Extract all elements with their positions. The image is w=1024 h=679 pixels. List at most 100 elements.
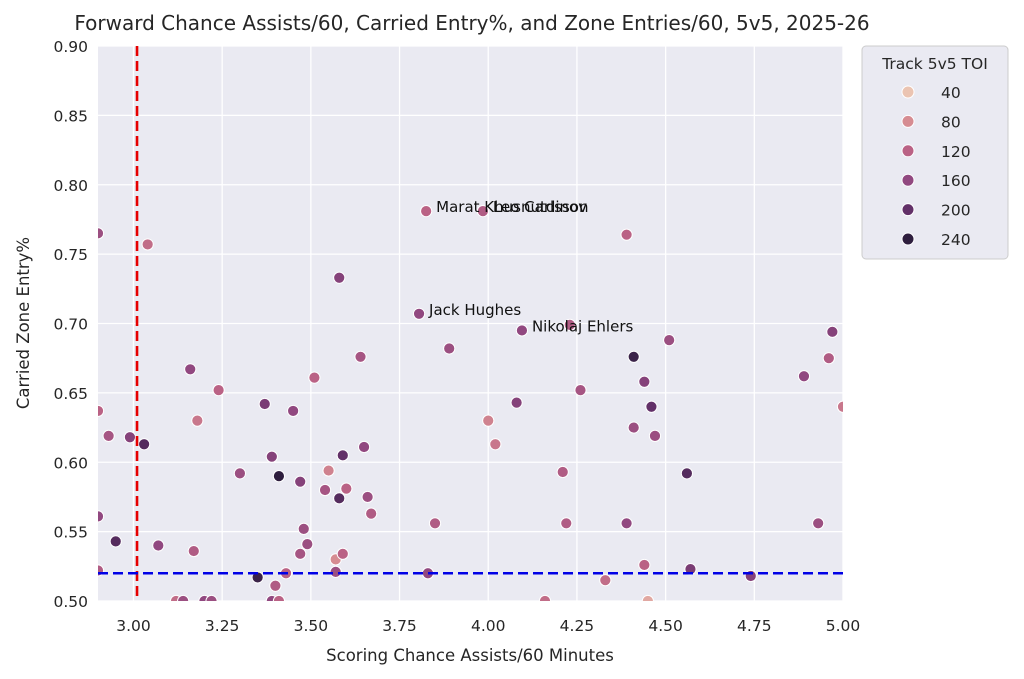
scatter-point [620, 517, 633, 530]
player-annotation: Marat Khusnutdinov [436, 198, 587, 216]
scatter-point [826, 325, 839, 338]
scatter-point [357, 440, 371, 454]
scatter-point [489, 438, 502, 451]
scatter-point [538, 594, 552, 601]
x-tick-label: 4.00 [471, 617, 506, 635]
x-tick-label: 4.50 [648, 617, 683, 635]
scatter-point [627, 350, 640, 363]
y-tick-label: 0.50 [53, 593, 88, 611]
scatter-point [269, 579, 282, 592]
player-annotation: Leo Carlsson [493, 198, 589, 216]
scatter-point [684, 562, 697, 576]
scatter-point [515, 324, 529, 337]
scatter-point [294, 547, 307, 560]
scatter-point [98, 404, 105, 418]
scatter-point [336, 547, 349, 560]
y-tick-label: 0.60 [53, 454, 88, 472]
scatter-point [428, 517, 442, 530]
legend-label: 120 [941, 143, 971, 161]
scatter-point [340, 482, 353, 495]
scatter-point [663, 334, 676, 347]
x-tick-label: 3.00 [116, 617, 151, 635]
scatter-point [205, 594, 218, 601]
reference-lines [98, 46, 843, 601]
scatter-point [354, 350, 367, 363]
scatter-point [574, 384, 587, 397]
legend-box [861, 45, 1009, 260]
scatter-point [333, 492, 346, 505]
scatter-point [510, 396, 523, 409]
scatter-point [638, 375, 651, 388]
y-axis-label: Carried Zone Entry% [14, 237, 33, 409]
legend-label: 160 [941, 172, 971, 190]
scatter-point [560, 517, 573, 530]
x-tick-label: 3.50 [294, 617, 329, 635]
scatter-point [258, 397, 271, 411]
scatter-point [98, 510, 105, 523]
scatter-point [187, 544, 200, 558]
scatter-point [648, 429, 662, 442]
chart-title: Forward Chance Assists/60, Carried Entry… [74, 11, 869, 35]
legend-entries: 40 80 120 160 200 240 [901, 84, 971, 249]
scatter-point [482, 414, 495, 427]
scatter-point [812, 517, 825, 530]
x-tick-label: 4.25 [560, 617, 595, 635]
scatter-point [361, 490, 374, 504]
y-tick-label: 0.55 [53, 524, 88, 542]
scatter-point [272, 470, 286, 483]
scatter-point [301, 538, 314, 551]
scatter-point [109, 535, 122, 548]
scatter-point [638, 558, 651, 572]
legend-label: 40 [941, 84, 961, 102]
scatter-point [365, 507, 378, 520]
x-tick-label: 5.00 [826, 617, 861, 635]
scatter-point [251, 571, 264, 584]
legend-marker [901, 203, 915, 217]
scatter-point [191, 414, 204, 427]
y-axis-ticks: 0.50 0.55 0.60 0.65 0.70 0.75 0.80 0.85 0.90 [53, 38, 88, 611]
data-points [98, 205, 843, 601]
scatter-point [627, 421, 640, 434]
scatter-point [138, 438, 151, 451]
legend-marker [901, 144, 915, 158]
x-tick-label: 4.75 [737, 617, 772, 635]
scatter-point [420, 205, 433, 218]
scatter-point [297, 522, 310, 535]
scatter-point [641, 594, 654, 601]
y-tick-label: 0.65 [53, 385, 88, 403]
scatter-point [265, 450, 278, 463]
scatter-point [599, 574, 612, 587]
scatter-point [443, 342, 456, 355]
scatter-point [836, 400, 843, 413]
y-tick-label: 0.70 [53, 316, 88, 334]
scatter-point [476, 205, 490, 218]
y-tick-label: 0.80 [53, 177, 88, 195]
scatter-point [556, 465, 569, 479]
player-annotation: Nikolaj Ehlers [532, 317, 634, 335]
scatter-point [123, 431, 137, 444]
scatter-point [212, 384, 225, 397]
legend-title: Track 5v5 TOI [881, 55, 988, 73]
legend-label: 80 [941, 113, 961, 131]
scatter-point [822, 352, 835, 365]
scatter-point [336, 449, 349, 462]
player-annotation: Jack Hughes [428, 301, 521, 319]
scatter-point [102, 429, 115, 442]
x-axis-ticks: 3.00 3.25 3.50 3.75 4.00 4.25 4.50 4.75 5.00 [116, 617, 860, 635]
scatter-point [233, 467, 247, 480]
legend-marker [901, 85, 915, 99]
x-tick-label: 3.75 [382, 617, 417, 635]
scatter-point [645, 400, 658, 413]
y-tick-label: 0.85 [53, 107, 88, 125]
scatter-point [680, 467, 694, 480]
scatter-point [797, 370, 811, 383]
scatter-point [322, 464, 335, 477]
legend: Track 5v5 TOI 40 80 120 160 200 240 [861, 45, 1009, 260]
legend-label: 200 [941, 202, 971, 220]
y-tick-label: 0.75 [53, 246, 88, 264]
x-axis-label: Scoring Chance Assists/60 Minutes [326, 646, 614, 665]
legend-marker [901, 114, 915, 128]
